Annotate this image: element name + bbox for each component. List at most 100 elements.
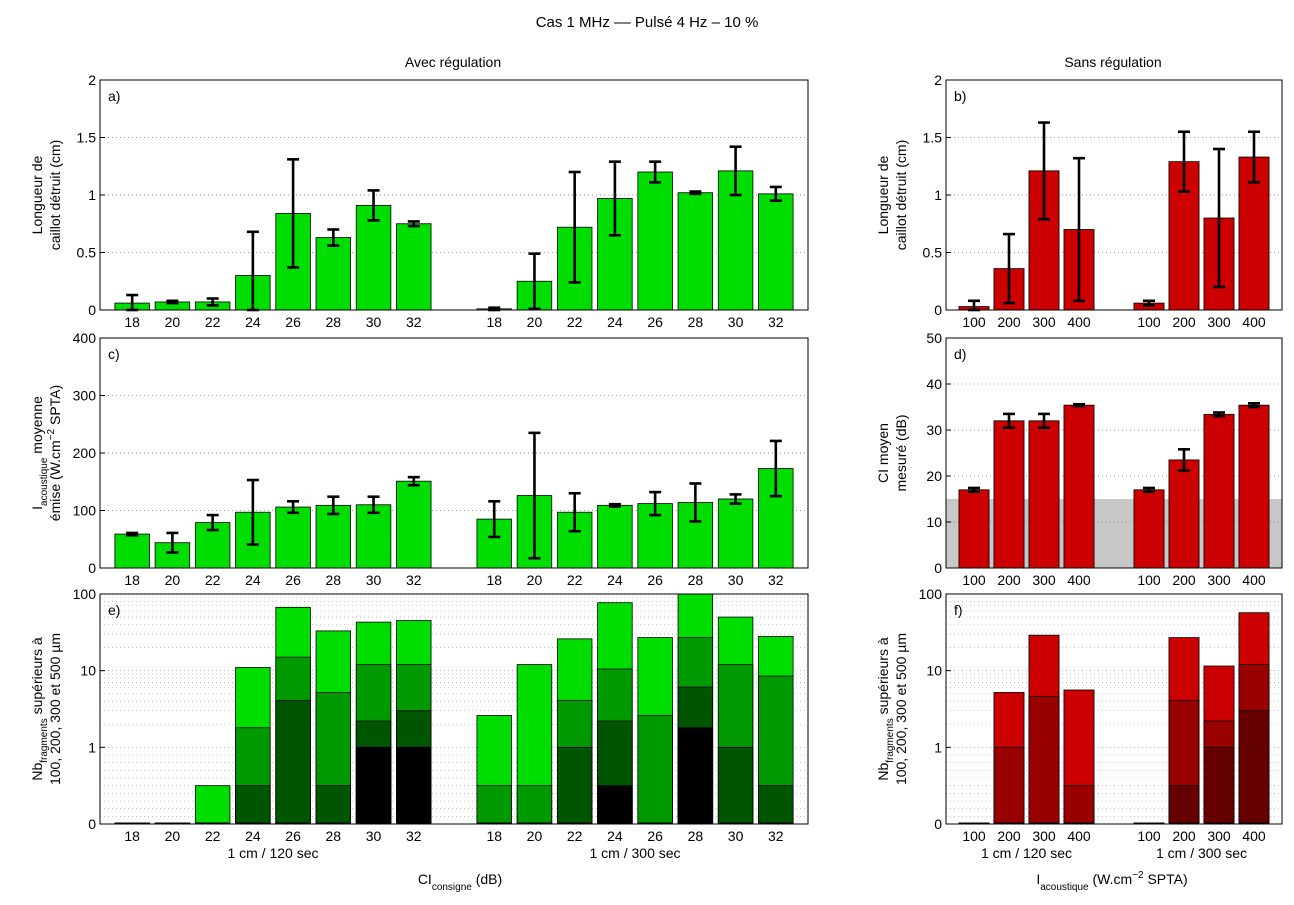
axes-frame	[945, 79, 1283, 311]
x-tick-label: 24	[245, 572, 261, 588]
x-tick-label: 200	[997, 828, 1021, 844]
axes-frame	[99, 337, 809, 569]
x-tick-label: 200	[997, 314, 1021, 330]
x-tick-label: 100	[962, 314, 986, 330]
bar-200um	[516, 785, 553, 825]
y-tick-label: 10	[926, 514, 942, 530]
axes-frame	[99, 593, 809, 825]
bar	[1238, 404, 1270, 569]
x-tick-label: 28	[688, 314, 704, 330]
x-tick-label: 20	[527, 828, 543, 844]
x-tick-label: 400	[1242, 828, 1266, 844]
x-tick-labels: 100 200 300 400 100 200 300 400	[962, 314, 1266, 330]
x-tick-label: 22	[567, 828, 583, 844]
y-tick-label: 100	[73, 586, 97, 602]
right-x-axis-label: Iacoustique (W.cm−2 SPTA)	[1036, 870, 1187, 893]
x-tick-label: 20	[527, 572, 543, 588]
bar-200um	[1028, 696, 1060, 825]
y-axis-label: émise (W.cm−2 SPTA)	[46, 385, 63, 521]
axes-frame	[99, 79, 809, 311]
x-tick-label: 18	[124, 314, 140, 330]
x-tick-label: 18	[486, 828, 502, 844]
bar-500um	[396, 746, 432, 825]
x-tick-label: 28	[326, 572, 342, 588]
y-axis-label: Longueur de	[875, 155, 891, 234]
x-tick-label: 30	[366, 828, 382, 844]
bar-300um	[1203, 746, 1235, 825]
x-tick-label: 100	[962, 828, 986, 844]
x-tick-label: 300	[1032, 572, 1056, 588]
y-tick-label: 50	[926, 330, 942, 346]
y-tick-label: 1	[88, 739, 96, 755]
x-group-label: 1 cm / 120 sec	[981, 845, 1072, 861]
bar	[637, 171, 673, 311]
x-tick-label: 200	[1172, 314, 1196, 330]
bar-300um	[235, 785, 271, 825]
x-tick-label: 18	[124, 572, 140, 588]
y-tick-label: 1	[934, 739, 942, 755]
y-tick-label: 200	[73, 445, 97, 461]
bar-300um	[556, 746, 593, 825]
x-tick-label: 26	[647, 314, 663, 330]
x-tick-label: 26	[647, 572, 663, 588]
x-tick-label: 400	[1242, 572, 1266, 588]
y-axis-label: 100, 200, 300 et 500 µm	[47, 633, 63, 785]
y-tick-label: 100	[73, 503, 97, 519]
x-tick-label: 200	[1172, 572, 1196, 588]
bar	[355, 504, 392, 569]
figure-title: Cas 1 MHz –– Pulsé 4 Hz – 10 %	[536, 14, 759, 31]
x-tick-label: 24	[245, 314, 261, 330]
y-axis-label: caillot détruit (cm)	[893, 140, 909, 250]
panel-b-destroyed-length-without-regulation: 100 200 300 400 100 200 300 400 0 0.5 1 1.5 2 b) Longu…	[875, 72, 1283, 330]
x-tick-label: 28	[326, 828, 342, 844]
panel-d-measured-ci: 100 200 300 400 100 200 300 400 0 10 20 30 40 50 d) CI …	[875, 330, 1283, 588]
x-tick-label: 26	[285, 572, 301, 588]
y-tick-label: 0	[934, 816, 942, 832]
panel-label: e)	[108, 602, 120, 618]
y-tick-label: 40	[926, 376, 942, 392]
y-tick-labels: 0 1 10 100	[919, 586, 943, 832]
y-tick-label: 100	[919, 586, 943, 602]
x-tick-label: 26	[285, 828, 301, 844]
bar-300um	[1238, 710, 1270, 825]
x-tick-label: 30	[366, 572, 382, 588]
y-tick-label: 1	[88, 187, 96, 203]
x-tick-label: 26	[647, 828, 663, 844]
bar-300um	[717, 746, 754, 825]
bar-500um	[677, 727, 714, 825]
y-axis-label: caillot détruit (cm)	[47, 140, 63, 250]
x-tick-label: 26	[285, 314, 301, 330]
axes-frame	[945, 337, 1283, 569]
panel-e-fragment-counts-with-regulation: 18 20 22 24 26 28 30 32 18 20 22 24 26 28 30 32 1 cm / 1…	[29, 586, 809, 861]
y-tick-label: 1.5	[77, 130, 97, 146]
x-tick-label: 200	[1172, 828, 1196, 844]
panel-label: a)	[108, 88, 120, 104]
bar	[1168, 459, 1200, 569]
x-group-label: 1 cm / 120 sec	[227, 845, 318, 861]
bar	[1203, 413, 1235, 569]
bar-300um	[275, 699, 311, 825]
bar	[315, 237, 352, 311]
bar	[396, 223, 432, 311]
bar-100um	[194, 785, 231, 825]
bar-200um	[1063, 785, 1095, 825]
x-tick-label: 300	[1207, 572, 1231, 588]
x-tick-label: 18	[124, 828, 140, 844]
bar	[355, 204, 392, 311]
bar	[717, 498, 754, 569]
x-tick-label: 32	[768, 572, 784, 588]
x-tick-label: 22	[205, 828, 221, 844]
bar-500um	[355, 746, 392, 825]
bar	[396, 480, 432, 569]
x-tick-label: 100	[962, 572, 986, 588]
y-tick-label: 0	[934, 302, 942, 318]
right-heading: Sans régulation	[1064, 54, 1161, 70]
x-tick-label: 24	[607, 314, 623, 330]
y-tick-label: 2	[88, 72, 96, 88]
bar	[597, 504, 633, 569]
x-tick-label: 22	[205, 572, 221, 588]
y-tick-label: 0.5	[77, 245, 97, 261]
y-tick-label: 0	[88, 816, 96, 832]
x-tick-label: 100	[1137, 314, 1161, 330]
